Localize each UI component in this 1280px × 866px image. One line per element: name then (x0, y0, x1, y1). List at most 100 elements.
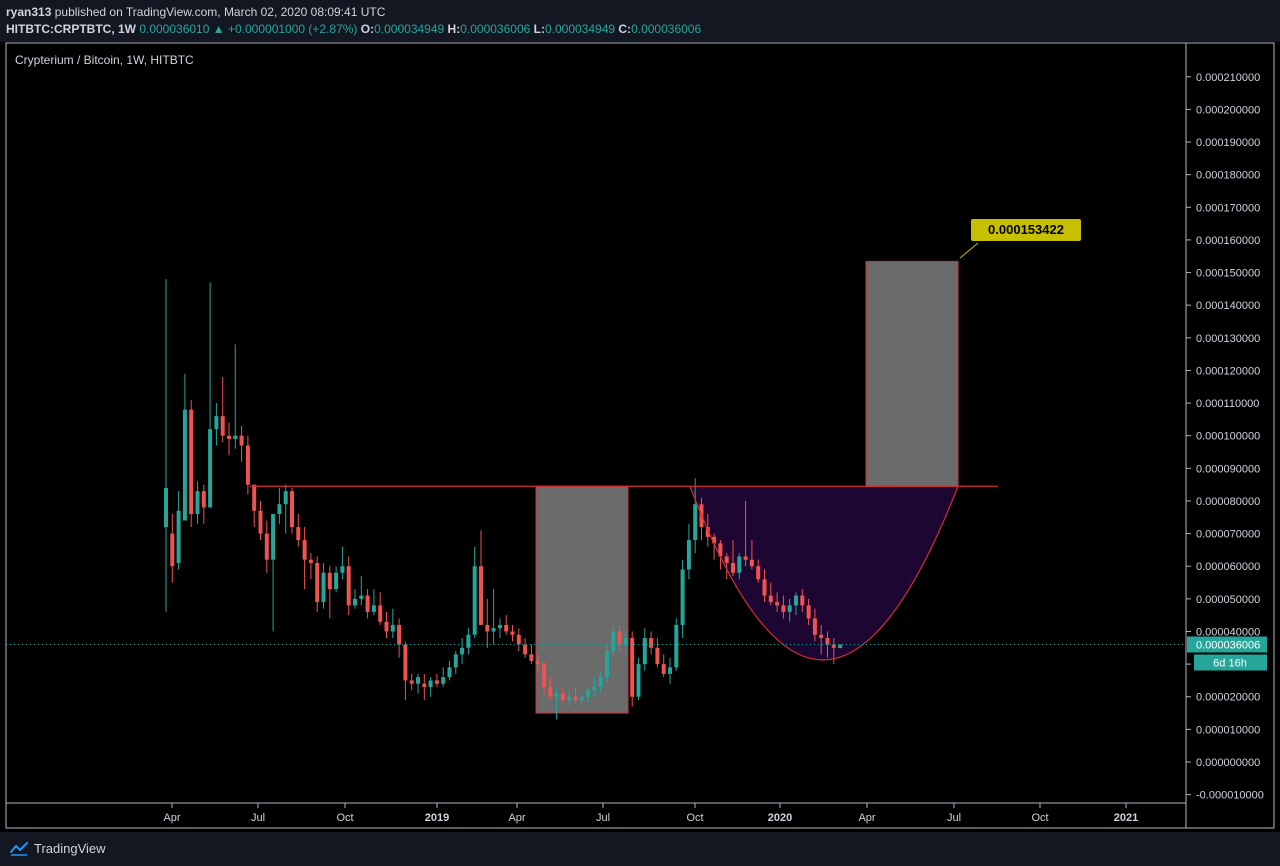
candle-body (327, 572, 332, 590)
candle-body (794, 595, 798, 606)
price-tick-label: 0.000070000 (1196, 529, 1260, 541)
tradingview-logo[interactable]: TradingView (8, 841, 106, 856)
price-tick-label: 0.000190000 (1196, 137, 1260, 149)
symbol-interval: HITBTC:CRPTBTC, 1W (6, 22, 136, 36)
open-label: O: (360, 22, 375, 36)
candle-body (724, 556, 729, 563)
callout-pointer (959, 242, 979, 259)
candle-body (290, 491, 294, 528)
candle-body (353, 598, 357, 606)
candlestick-series (164, 279, 843, 720)
chart-frame (5, 42, 1275, 829)
candle-body (617, 631, 622, 645)
author-name[interactable]: ryan313 (6, 5, 52, 19)
measure-box-left[interactable] (535, 485, 629, 714)
candle-body (800, 595, 805, 606)
candle-body (239, 435, 244, 446)
candle-body (390, 624, 395, 632)
candle-body (529, 654, 534, 661)
price-tick-label: 0.000130000 (1196, 333, 1260, 345)
time-axis[interactable]: Apr Jul Oct 2019 Apr Jul Oct 2020 Apr Jul Oct 2021 (163, 803, 1138, 824)
time-tick-label: Oct (686, 812, 703, 824)
candle-body (523, 644, 528, 655)
price-axis[interactable]: 0.000210000 0.000200000 0.000190000 0.00018… (1186, 72, 1264, 802)
high-value: 0.000036006 (460, 22, 531, 36)
candle-body (768, 595, 773, 603)
cup-pattern-fill (690, 486, 958, 660)
candle-body (718, 543, 723, 557)
price-tick-label: 0.000020000 (1196, 692, 1260, 704)
time-tick-label: Jul (947, 812, 961, 824)
candle-body (749, 559, 754, 567)
candle-body (630, 638, 635, 697)
candle-body (497, 624, 502, 629)
close-value: 0.000036006 (631, 22, 702, 36)
candle-body (308, 559, 313, 563)
time-tick-label: 2020 (768, 812, 792, 824)
candle-body (781, 605, 786, 612)
tradingview-logo-icon (10, 841, 28, 856)
candle-body (516, 634, 521, 645)
candle-body (504, 624, 509, 632)
candle-body (453, 654, 458, 668)
candle-body (680, 569, 685, 625)
header-bar: ryan313 published on TradingView.com, Ma… (0, 0, 1280, 42)
candle-body (573, 696, 578, 701)
candle-body (592, 686, 597, 691)
candle-body (812, 618, 817, 635)
candle-body (296, 527, 301, 541)
candle-body (642, 638, 647, 665)
candle-body (384, 621, 389, 632)
candle-body (472, 566, 477, 635)
time-tick-label: Apr (508, 812, 525, 824)
candle-body (491, 628, 496, 632)
candle-body (674, 624, 679, 668)
candle-body (201, 491, 206, 508)
price-change: +0.000001000 (+2.87%) (227, 22, 358, 36)
change-arrow-icon: ▲ (212, 22, 225, 36)
time-tick-label: Apr (858, 812, 875, 824)
low-value: 0.000034949 (544, 22, 616, 36)
candle-body (806, 605, 811, 619)
price-tick-label: 0.000200000 (1196, 104, 1260, 116)
candle-body (661, 664, 666, 674)
candle-body (409, 680, 414, 684)
candle-body (567, 696, 572, 701)
price-tick-label: 0.000180000 (1196, 170, 1260, 182)
candle-body (825, 638, 830, 645)
candle-body (422, 683, 427, 687)
time-tick-label: Oct (336, 812, 353, 824)
candle-body (220, 416, 225, 436)
candle-body (182, 409, 187, 521)
candle-body (264, 533, 269, 560)
candle-body (434, 680, 439, 684)
candle-body (195, 491, 200, 515)
candle-body (441, 677, 446, 684)
tradingview-brand-text: TradingView (34, 841, 106, 856)
candle-body (586, 690, 591, 697)
callout-box[interactable] (971, 219, 1081, 241)
candle-body (611, 631, 616, 652)
candle-body (258, 510, 263, 534)
time-tick-label: Jul (251, 812, 265, 824)
low-label: L: (533, 22, 545, 36)
candle-body (485, 624, 490, 632)
candle-body (334, 572, 339, 590)
candle-body (233, 435, 238, 439)
candle-body (371, 605, 376, 612)
price-tick-label: 0.000050000 (1196, 594, 1260, 606)
candle-body (208, 429, 213, 508)
measure-box-right[interactable] (865, 260, 959, 487)
candle-body (252, 484, 257, 511)
candle-body (649, 638, 654, 648)
candle-body (340, 566, 345, 573)
candle-body (277, 504, 282, 515)
candle-body (598, 677, 603, 687)
candle-body (378, 605, 383, 622)
candle-body (787, 605, 792, 612)
candle-body (302, 540, 307, 560)
candle-body (686, 540, 691, 570)
candle-body (321, 572, 326, 603)
cup-pattern-arc[interactable] (689, 486, 959, 661)
